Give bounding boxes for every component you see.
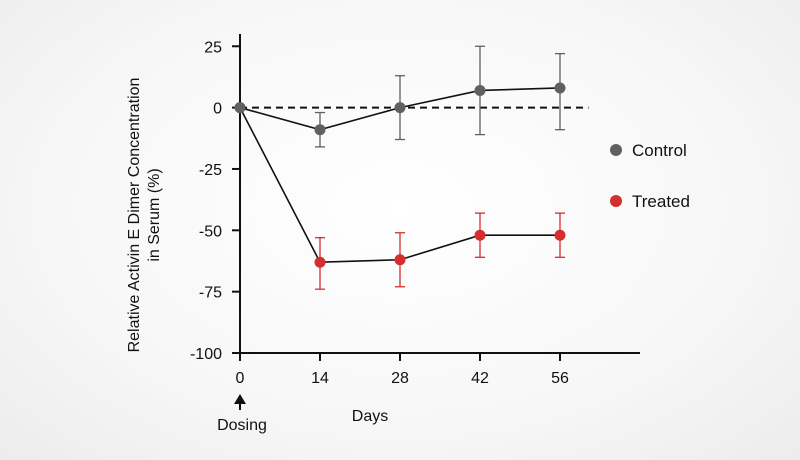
y-tick-label: -25 — [199, 162, 222, 179]
y-tick-label: -75 — [199, 285, 222, 302]
y-tick-label: -50 — [199, 223, 222, 240]
y-tick-label: 0 — [213, 101, 222, 118]
data-point-treated — [474, 229, 486, 241]
x-tick-label: 14 — [311, 370, 329, 387]
x-axis-title: Days — [352, 408, 388, 425]
data-point-treated — [314, 256, 326, 268]
legend: Control Treated — [610, 141, 690, 211]
legend-label-control: Control — [632, 141, 687, 160]
y-axis-title: Relative Activin E Dimer Concentration i… — [126, 78, 163, 353]
series-control — [239, 45, 565, 148]
y-axis-title-line-1: Relative Activin E Dimer Concentration — [126, 78, 143, 353]
dosing-annotation: Dosing — [217, 394, 267, 434]
data-point-control — [394, 102, 406, 114]
x-tick-label: 28 — [391, 370, 409, 387]
y-axis-title-line-2: in Serum (%) — [146, 168, 163, 261]
data-point-control — [554, 82, 566, 94]
data-point-control — [474, 84, 486, 96]
legend-label-treated: Treated — [632, 192, 690, 211]
series-layer — [234, 45, 566, 290]
axes: 25 0 -25 -50 -75 -100 0 14 28 42 56 — [190, 34, 640, 387]
data-point-control — [234, 102, 246, 114]
x-tick-label: 0 — [236, 370, 245, 387]
y-tick-label: 25 — [204, 39, 222, 56]
data-point-treated — [394, 254, 406, 266]
legend-marker-treated — [610, 195, 622, 207]
dosing-label: Dosing — [217, 417, 267, 434]
x-tick-label: 56 — [551, 370, 569, 387]
data-point-control — [314, 124, 326, 136]
legend-marker-control — [610, 144, 622, 156]
x-tick-label: 42 — [471, 370, 489, 387]
dosing-arrow-head — [234, 394, 246, 404]
y-tick-label: -100 — [190, 346, 222, 363]
data-point-treated — [554, 229, 566, 241]
